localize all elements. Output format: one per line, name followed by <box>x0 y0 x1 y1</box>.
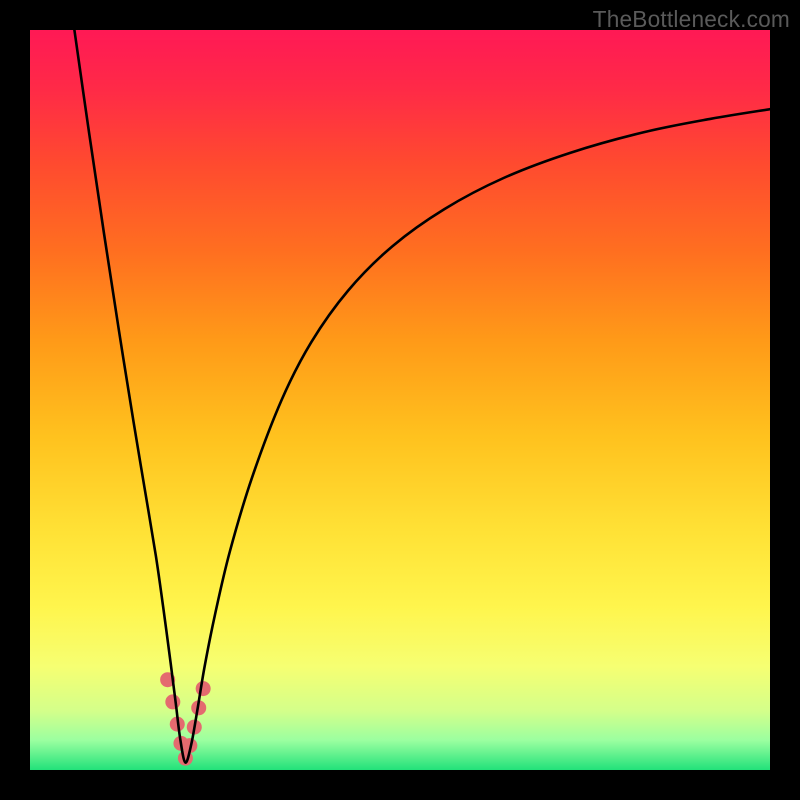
curve-marker <box>165 694 180 709</box>
chart-outer-frame: TheBottleneck.com <box>0 0 800 800</box>
watermark-text: TheBottleneck.com <box>593 6 790 33</box>
curve-marker <box>196 681 211 696</box>
gradient-background <box>30 30 770 770</box>
plot-area <box>30 30 770 770</box>
bottleneck-curve-chart <box>30 30 770 770</box>
